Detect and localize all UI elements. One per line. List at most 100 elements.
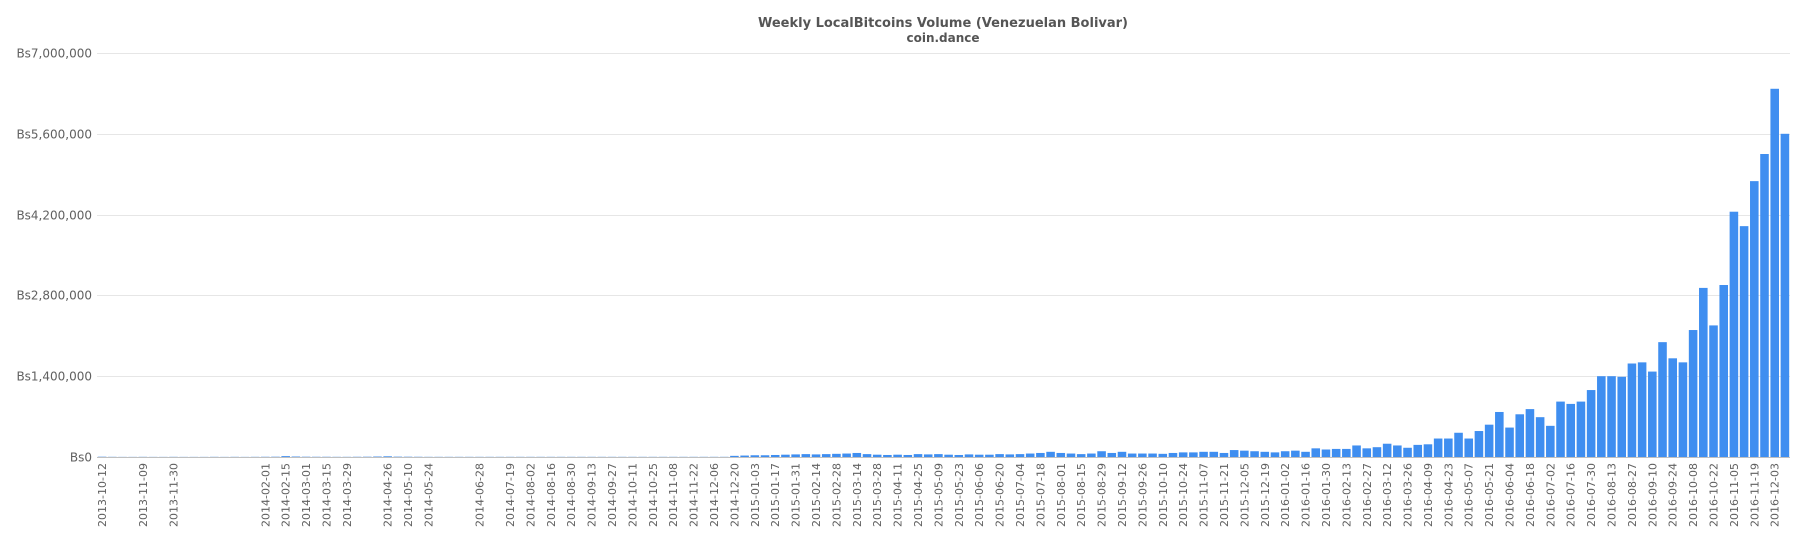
bar[interactable] xyxy=(883,454,892,457)
bar[interactable] xyxy=(1770,88,1779,457)
bar[interactable] xyxy=(1739,226,1749,457)
bar[interactable] xyxy=(281,456,290,457)
bar[interactable] xyxy=(1597,376,1606,457)
bar[interactable] xyxy=(1362,448,1372,457)
bar[interactable] xyxy=(781,454,790,457)
bar[interactable] xyxy=(964,454,974,457)
bar[interactable] xyxy=(1352,445,1361,457)
bar[interactable] xyxy=(1403,447,1412,457)
bar[interactable] xyxy=(1372,447,1382,457)
bar[interactable] xyxy=(872,454,882,457)
bar[interactable] xyxy=(1250,451,1259,457)
bar[interactable] xyxy=(1444,438,1453,457)
bar[interactable] xyxy=(811,454,821,457)
bar[interactable] xyxy=(1382,443,1392,457)
bar[interactable] xyxy=(1464,438,1474,457)
bar[interactable] xyxy=(791,454,800,457)
bar[interactable] xyxy=(801,454,811,457)
bar[interactable] xyxy=(730,455,739,457)
bar[interactable] xyxy=(1127,453,1137,457)
bar[interactable] xyxy=(821,454,831,457)
bar[interactable] xyxy=(1535,417,1545,457)
bar[interactable] xyxy=(1760,154,1769,457)
bar[interactable] xyxy=(1270,452,1280,457)
bar[interactable] xyxy=(1495,411,1504,457)
bar[interactable] xyxy=(1668,358,1677,457)
bar[interactable] xyxy=(1617,376,1627,457)
bar[interactable] xyxy=(1168,452,1178,457)
bar[interactable] xyxy=(1525,409,1535,457)
bar[interactable] xyxy=(1005,454,1015,457)
bar[interactable] xyxy=(893,454,902,457)
bar[interactable] xyxy=(995,454,1004,457)
bar[interactable] xyxy=(923,454,933,457)
bar[interactable] xyxy=(1719,285,1728,457)
bar[interactable] xyxy=(1342,448,1351,457)
bar[interactable] xyxy=(1097,451,1106,457)
bar[interactable] xyxy=(913,454,923,457)
bar[interactable] xyxy=(1076,454,1086,457)
bar[interactable] xyxy=(1229,450,1239,457)
bar[interactable] xyxy=(1117,451,1127,457)
bar[interactable] xyxy=(1107,452,1117,457)
bar[interactable] xyxy=(1066,453,1076,457)
bar[interactable] xyxy=(1637,362,1647,457)
bar[interactable] xyxy=(1709,325,1718,457)
bar[interactable] xyxy=(1729,211,1739,457)
bar[interactable] xyxy=(1750,181,1759,457)
bar[interactable] xyxy=(1280,451,1290,457)
bar[interactable] xyxy=(1586,390,1596,457)
bar[interactable] xyxy=(954,454,964,457)
bar[interactable] xyxy=(944,454,953,457)
bar[interactable] xyxy=(1474,431,1484,457)
bar[interactable] xyxy=(1178,452,1188,457)
bar[interactable] xyxy=(1515,414,1525,457)
bar[interactable] xyxy=(832,453,841,457)
bar[interactable] xyxy=(1607,376,1616,457)
bar[interactable] xyxy=(1158,453,1168,457)
bar[interactable] xyxy=(1219,452,1229,457)
bar[interactable] xyxy=(852,452,862,457)
bar[interactable] xyxy=(1648,371,1657,457)
bar[interactable] xyxy=(760,455,770,457)
bar[interactable] xyxy=(1025,453,1035,457)
bar[interactable] xyxy=(1301,451,1310,457)
bar[interactable] xyxy=(1036,452,1045,457)
bar[interactable] xyxy=(1556,401,1565,457)
bar[interactable] xyxy=(1046,451,1055,457)
bar[interactable] xyxy=(1199,451,1208,457)
bar[interactable] xyxy=(1423,444,1433,457)
bar[interactable] xyxy=(842,453,851,457)
bar[interactable] xyxy=(1454,432,1463,457)
bar[interactable] xyxy=(1433,438,1443,457)
bar[interactable] xyxy=(903,454,913,457)
bar[interactable] xyxy=(1546,425,1555,457)
bar[interactable] xyxy=(1260,451,1270,457)
bar[interactable] xyxy=(1311,448,1321,457)
bar[interactable] xyxy=(1087,453,1096,457)
bar[interactable] xyxy=(1576,401,1586,457)
bar[interactable] xyxy=(1678,362,1688,457)
bar[interactable] xyxy=(1189,452,1198,457)
bar[interactable] xyxy=(1627,363,1637,458)
bar[interactable] xyxy=(1505,427,1514,457)
bar[interactable] xyxy=(1321,449,1331,458)
bar[interactable] xyxy=(1209,451,1219,457)
bar[interactable] xyxy=(740,455,749,457)
bar[interactable] xyxy=(974,454,984,457)
bar[interactable] xyxy=(985,454,994,457)
bar[interactable] xyxy=(1658,342,1667,457)
bar[interactable] xyxy=(1138,453,1147,457)
bar[interactable] xyxy=(1413,444,1423,457)
bar[interactable] xyxy=(1484,424,1494,457)
bar[interactable] xyxy=(1148,453,1157,457)
bar[interactable] xyxy=(1566,403,1576,457)
bar[interactable] xyxy=(1393,445,1402,457)
bar[interactable] xyxy=(1780,133,1790,458)
bar[interactable] xyxy=(1015,454,1025,457)
bar[interactable] xyxy=(1699,287,1708,457)
bar[interactable] xyxy=(862,454,872,457)
bar[interactable] xyxy=(1056,452,1066,457)
bar[interactable] xyxy=(1331,448,1341,457)
bar[interactable] xyxy=(1291,450,1300,457)
